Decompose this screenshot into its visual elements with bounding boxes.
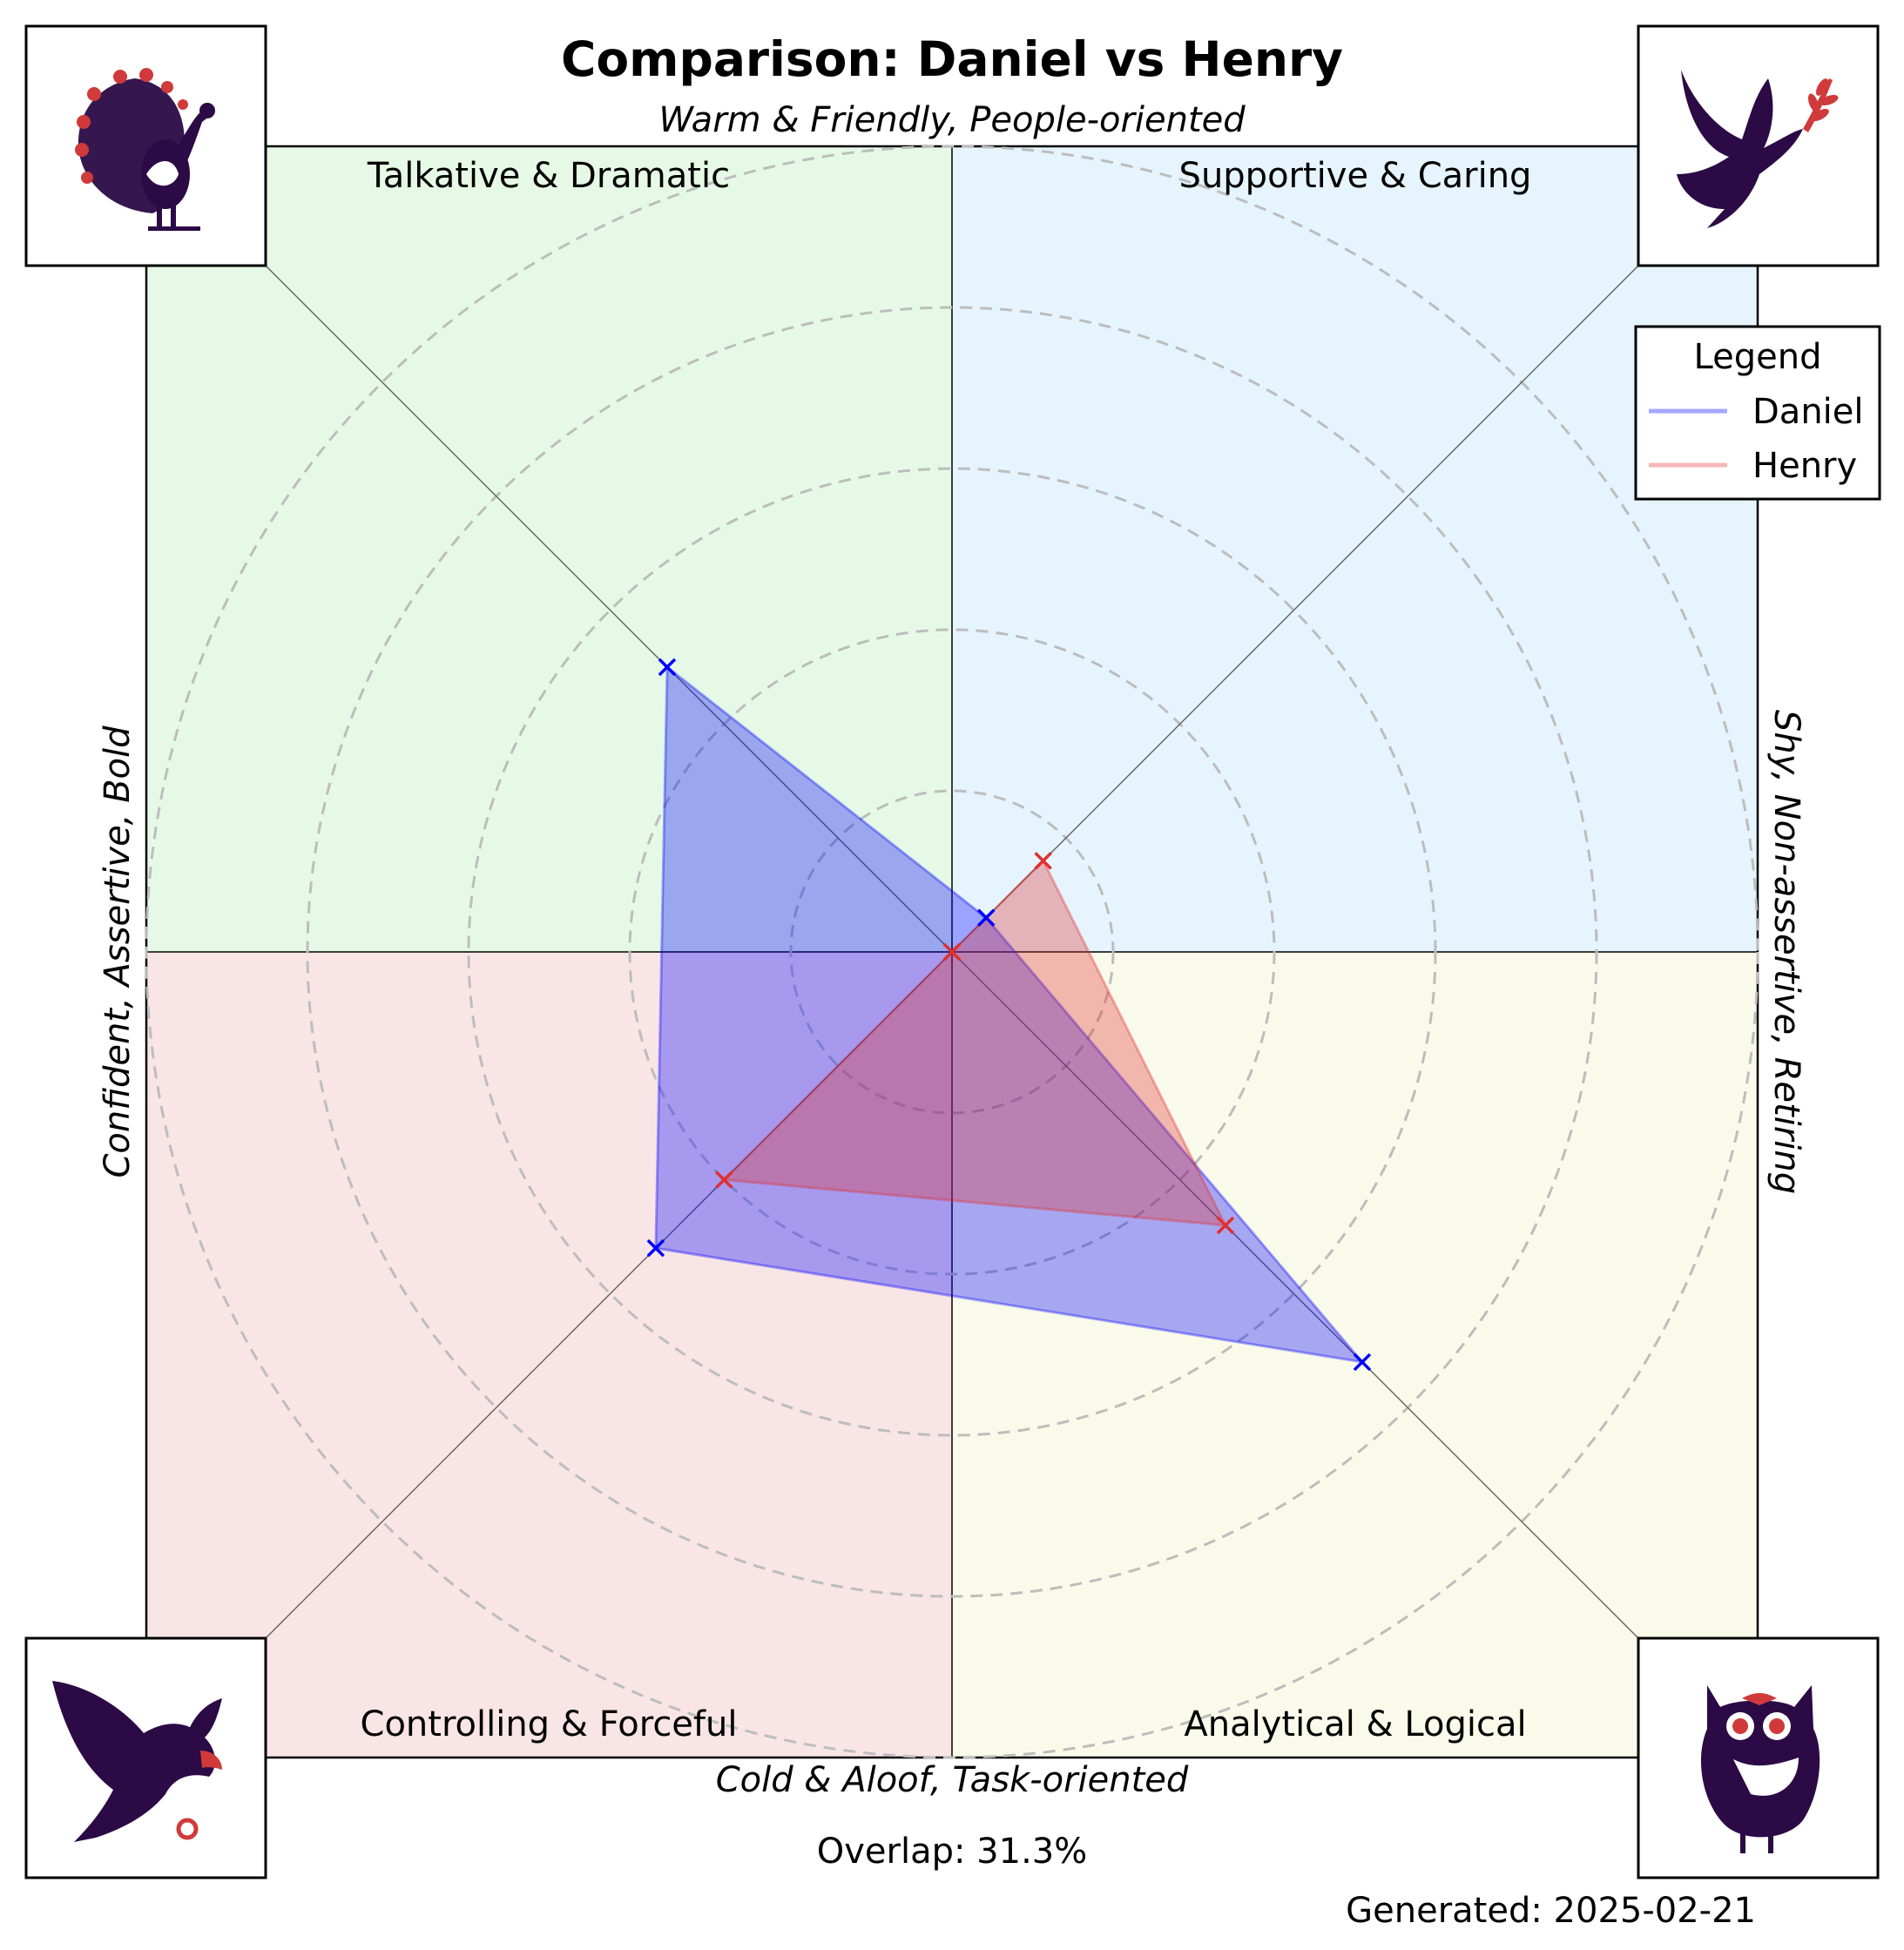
legend-title: Legend	[1694, 337, 1822, 377]
legend-label-henry: Henry	[1752, 446, 1857, 486]
generated-label: Generated: 2025-02-21	[1346, 1891, 1756, 1931]
data-point-daniel	[977, 908, 996, 927]
grid-ring	[306, 306, 1598, 1598]
legend: Legend Daniel Henry	[1634, 325, 1881, 501]
quadrant-label-controlling: Controlling & Forceful	[361, 1704, 738, 1744]
data-point-henry	[1216, 1216, 1235, 1235]
quadrant-label-supportive: Supportive & Caring	[1179, 156, 1532, 196]
chart-title: Comparison: Daniel vs Henry	[561, 31, 1343, 87]
quadrant-label-talkative: Talkative & Dramatic	[367, 156, 730, 196]
data-point-henry	[942, 942, 962, 962]
data-point-daniel	[658, 658, 677, 677]
legend-label-daniel: Daniel	[1752, 392, 1864, 432]
axis-spoke-controlling	[265, 951, 953, 1639]
grid-ring	[145, 145, 1759, 1759]
series-layer	[646, 658, 1372, 1372]
overlap-label: Overlap: 31.3%	[817, 1832, 1088, 1872]
grid-ring	[467, 467, 1437, 1437]
grid-ring	[628, 628, 1276, 1276]
data-point-henry	[715, 1171, 733, 1189]
axis-label-bottom: Cold & Aloof, Task-oriented	[716, 1760, 1189, 1800]
quadrant-label-analytical: Analytical & Logical	[1184, 1704, 1526, 1744]
diagonal-axes	[265, 265, 1639, 1639]
axis-spoke-talkative	[265, 265, 953, 953]
data-point-daniel	[1353, 1353, 1372, 1372]
axis-label-right: Shy, Non-assertive, Retiring	[1766, 710, 1806, 1194]
axis-spoke-analytical	[951, 951, 1639, 1639]
axis-label-left: Confident, Assertive, Bold	[98, 725, 138, 1178]
owl-icon	[1637, 1636, 1880, 1879]
dove-icon	[1637, 24, 1880, 267]
grid-rings	[145, 145, 1759, 1759]
peacock-icon	[24, 24, 267, 267]
data-point-henry	[1034, 852, 1052, 870]
eagle-icon	[24, 1636, 267, 1879]
axis-spoke-supportive	[951, 265, 1639, 953]
grid-ring	[789, 789, 1115, 1115]
data-point-daniel	[646, 1238, 665, 1258]
axis-label-top: Warm & Friendly, People-oriented	[658, 100, 1246, 140]
